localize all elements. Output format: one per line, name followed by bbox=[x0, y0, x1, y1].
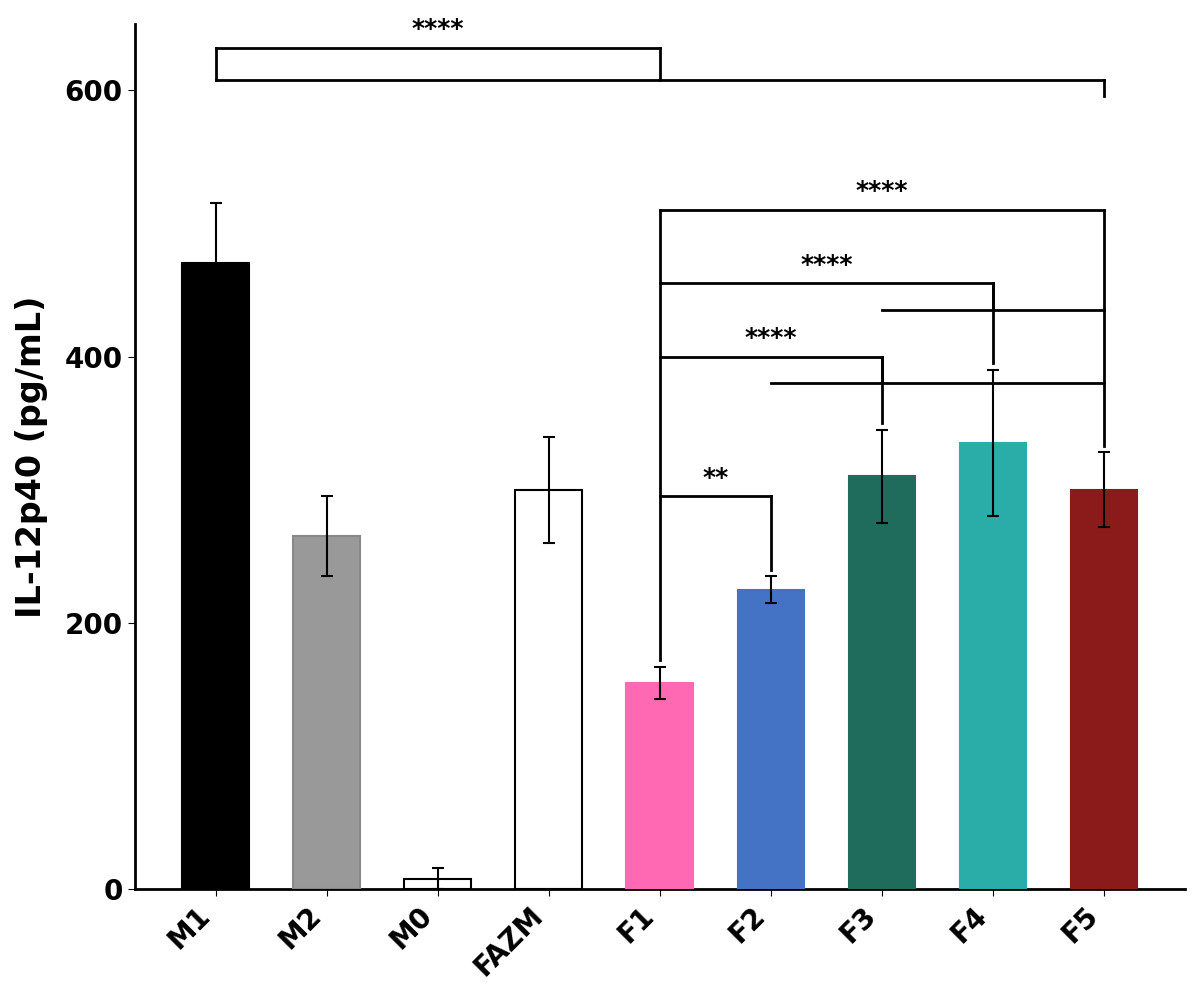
Bar bbox=[738, 590, 804, 889]
Text: **: ** bbox=[702, 466, 728, 490]
Bar bbox=[626, 683, 694, 889]
Text: ****: **** bbox=[800, 253, 853, 277]
Bar bbox=[293, 537, 360, 889]
Bar bbox=[516, 490, 582, 889]
Bar bbox=[182, 263, 248, 889]
Bar bbox=[1070, 490, 1138, 889]
Text: ****: **** bbox=[412, 17, 464, 41]
Bar bbox=[404, 878, 472, 889]
Text: ****: **** bbox=[856, 179, 908, 203]
Text: ****: **** bbox=[744, 326, 797, 350]
Bar bbox=[848, 476, 916, 889]
Y-axis label: IL-12p40 (pg/mL): IL-12p40 (pg/mL) bbox=[14, 295, 48, 618]
Bar bbox=[960, 443, 1026, 889]
